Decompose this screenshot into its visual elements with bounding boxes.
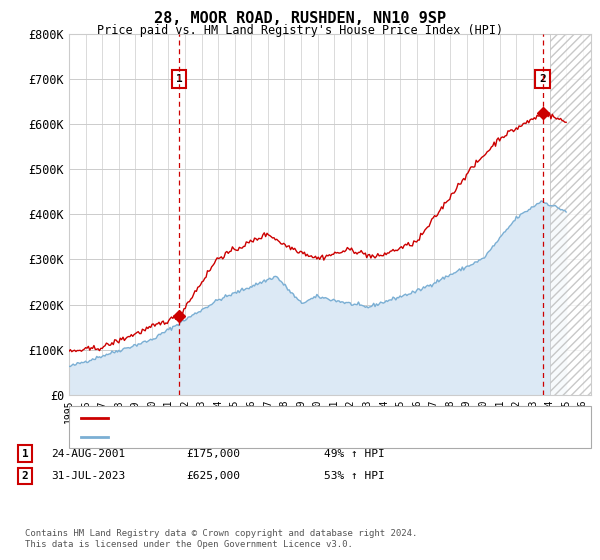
Text: 31-JUL-2023: 31-JUL-2023 [51, 471, 125, 481]
Text: 2: 2 [22, 471, 29, 481]
Text: 28, MOOR ROAD, RUSHDEN, NN10 9SP (detached house): 28, MOOR ROAD, RUSHDEN, NN10 9SP (detach… [114, 413, 420, 423]
Text: 49% ↑ HPI: 49% ↑ HPI [324, 449, 385, 459]
Text: Price paid vs. HM Land Registry's House Price Index (HPI): Price paid vs. HM Land Registry's House … [97, 24, 503, 36]
Text: Contains HM Land Registry data © Crown copyright and database right 2024.
This d: Contains HM Land Registry data © Crown c… [25, 529, 418, 549]
Text: £175,000: £175,000 [186, 449, 240, 459]
Text: 28, MOOR ROAD, RUSHDEN, NN10 9SP: 28, MOOR ROAD, RUSHDEN, NN10 9SP [154, 11, 446, 26]
Text: HPI: Average price, detached house, North Northamptonshire: HPI: Average price, detached house, Nort… [114, 432, 476, 442]
Text: 1: 1 [176, 74, 182, 84]
Text: 24-AUG-2001: 24-AUG-2001 [51, 449, 125, 459]
Text: 1: 1 [22, 449, 29, 459]
Text: 2: 2 [539, 74, 546, 84]
Text: 53% ↑ HPI: 53% ↑ HPI [324, 471, 385, 481]
Text: £625,000: £625,000 [186, 471, 240, 481]
